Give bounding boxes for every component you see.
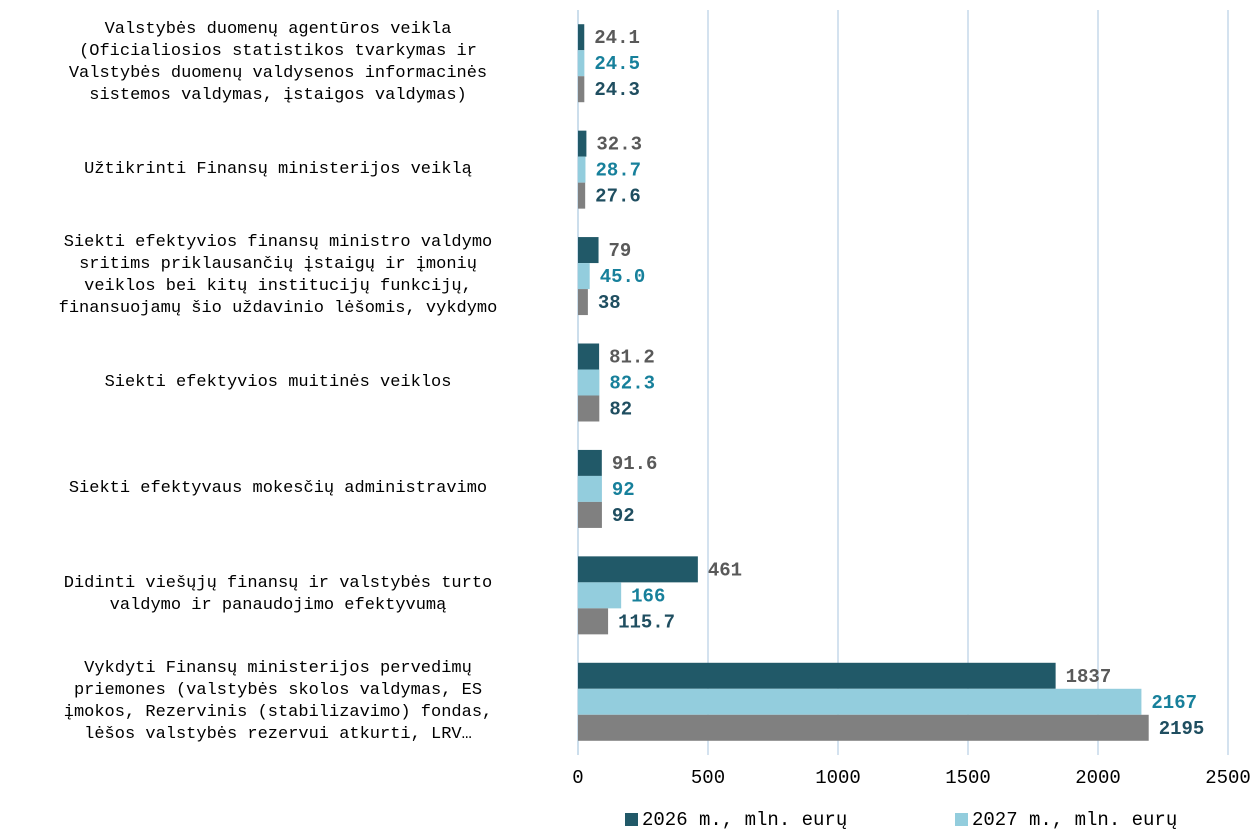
data-label: 1837: [1066, 666, 1112, 688]
bar: [578, 343, 600, 370]
data-label: 115.7: [618, 611, 675, 633]
data-label: 79: [609, 240, 632, 262]
y-tick-label: Vykdyti Finansų ministerijos pervedimų p…: [63, 658, 493, 744]
bar: [578, 237, 599, 264]
bar: [578, 50, 585, 77]
y-tick-label: Valstybės duomenų agentūros veikla (Ofic…: [68, 20, 488, 106]
y-tick-label: Didinti viešųjų finansų ir valstybės tur…: [63, 574, 493, 616]
bar: [578, 182, 586, 209]
data-label: 32.3: [596, 134, 642, 156]
x-tick-label: 0: [572, 767, 583, 789]
data-label: 27.6: [595, 186, 641, 208]
legend-label: 2027 m., mln. eurų: [972, 809, 1177, 831]
bar: [578, 24, 585, 51]
data-label: 28.7: [595, 160, 641, 182]
data-label: 81.2: [609, 347, 655, 369]
bar: [578, 662, 1056, 689]
y-tick-label: Užtikrinti Finansų ministerijos veiklą: [84, 159, 472, 179]
bar: [578, 130, 587, 157]
data-label: 24.1: [594, 27, 640, 49]
bar: [578, 582, 622, 609]
bar: [578, 395, 600, 422]
data-label: 45.0: [600, 266, 646, 288]
bar: [578, 369, 600, 396]
data-label: 38: [598, 292, 621, 314]
bar: [578, 76, 585, 103]
bar: [578, 501, 602, 528]
data-label: 92: [612, 479, 635, 501]
y-tick-label: Siekti efektyvios finansų ministro valdy…: [58, 233, 498, 319]
x-tick-label: 2000: [1075, 767, 1121, 789]
bar: [578, 263, 590, 290]
y-tick-label: Siekti efektyvaus mokesčių administravim…: [68, 478, 488, 498]
bar: [578, 608, 609, 635]
data-label: 24.5: [594, 53, 640, 75]
x-tick-label: 500: [691, 767, 725, 789]
legend-swatch: [625, 813, 638, 826]
x-tick-label: 1500: [945, 767, 991, 789]
legend-swatch: [955, 813, 968, 826]
data-label: 91.6: [612, 453, 658, 475]
x-tick-label: 2500: [1205, 767, 1251, 789]
data-label: 2195: [1159, 718, 1205, 740]
bar: [578, 289, 588, 316]
y-tick-label: Siekti efektyvios muitinės veiklos: [104, 372, 452, 392]
data-label: 82: [609, 399, 632, 421]
bar: [578, 688, 1142, 715]
data-label: 166: [631, 585, 665, 607]
data-label: 82.3: [609, 373, 655, 395]
data-label: 461: [708, 559, 742, 581]
data-label: 2167: [1151, 692, 1197, 714]
x-tick-label: 1000: [815, 767, 861, 789]
bar: [578, 714, 1149, 741]
data-label: 92: [612, 505, 635, 527]
data-label: 24.3: [594, 79, 640, 101]
legend-label: 2026 m., mln. eurų: [642, 809, 847, 831]
bar: [578, 449, 602, 476]
bar: [578, 156, 586, 183]
bar: [578, 475, 602, 502]
bar: [578, 556, 698, 583]
